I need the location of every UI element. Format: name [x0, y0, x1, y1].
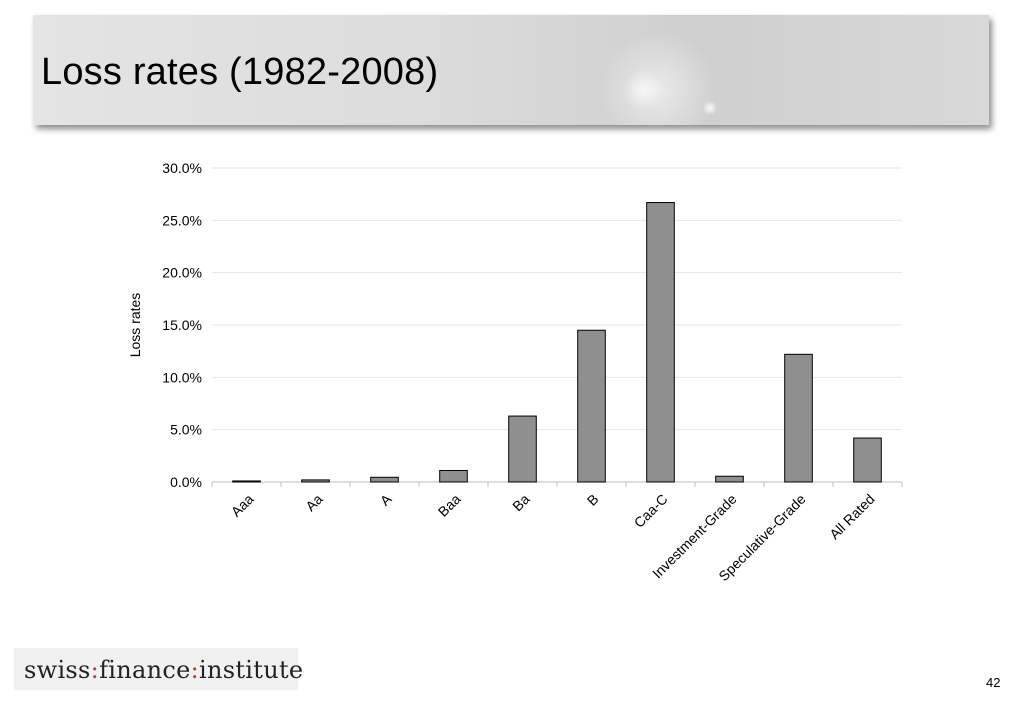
x-tick-label: A — [377, 490, 395, 508]
logo-text: swiss:finance:institute — [24, 656, 304, 684]
x-tick-label: Caa-C — [631, 491, 671, 531]
bar — [646, 202, 675, 483]
bar — [784, 353, 813, 483]
page-number: 42 — [986, 675, 1001, 690]
x-tick-label: Aa — [302, 491, 326, 515]
bar — [370, 476, 399, 483]
y-tick-label: 5.0% — [170, 422, 202, 438]
bar — [439, 469, 468, 483]
title-banner: Loss rates (1982-2008) — [33, 15, 989, 125]
bar — [715, 475, 744, 483]
bar — [232, 480, 261, 483]
x-tick-label: Baa — [435, 491, 464, 520]
y-tick-label: 15.0% — [162, 317, 202, 333]
x-tick-label: All Rated — [826, 491, 877, 542]
x-tick-label: Aaa — [228, 491, 257, 520]
banner-glow — [623, 70, 663, 110]
x-tick-label: B — [584, 491, 602, 509]
y-tick-label: 30.0% — [162, 160, 202, 176]
y-axis-label: Loss rates — [127, 293, 143, 358]
x-tick-label: Ba — [509, 491, 533, 515]
bar — [577, 329, 606, 483]
banner-glow — [703, 101, 717, 115]
y-tick-label: 0.0% — [170, 474, 202, 490]
bar-chart: 0.0% 5.0% 10.0% 15.0% 20.0% 25.0% 30.0% Aaa Aa A B… — [127, 160, 903, 584]
bar — [853, 437, 882, 483]
y-tick-label: 25.0% — [162, 212, 202, 228]
y-tick-label: 10.0% — [162, 369, 202, 385]
bar — [508, 415, 537, 483]
swiss-finance-institute-logo: swiss:finance:institute — [14, 648, 303, 690]
bar — [301, 479, 330, 483]
y-tick-label: 20.0% — [162, 265, 202, 281]
slide-title: Loss rates (1982-2008) — [41, 51, 439, 93]
